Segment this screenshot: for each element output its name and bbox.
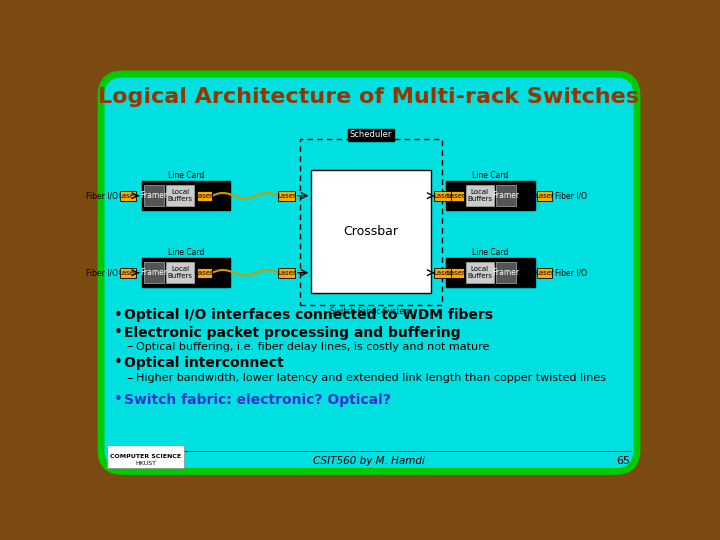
Bar	[496, 185, 516, 206]
Bar	[449, 268, 464, 278]
Text: Laser: Laser	[195, 269, 214, 276]
Text: Line Card: Line Card	[472, 171, 508, 180]
Text: Laser: Laser	[277, 269, 296, 276]
Text: Laser: Laser	[119, 269, 138, 276]
Text: •: •	[113, 392, 122, 407]
Text: Local
Buffers: Local Buffers	[168, 266, 193, 279]
Bar	[466, 262, 494, 284]
Text: Electronic packet processing and buffering: Electronic packet processing and bufferi…	[124, 326, 461, 340]
Text: Laser: Laser	[433, 269, 452, 276]
Bar	[278, 268, 295, 278]
Text: Framer: Framer	[140, 268, 168, 277]
Bar	[537, 268, 552, 278]
Text: Framer: Framer	[492, 191, 520, 200]
Text: Scheduler: Scheduler	[350, 130, 392, 139]
Text: Local
Buffers: Local Buffers	[467, 266, 492, 279]
Text: –: –	[127, 372, 132, 384]
Text: Optical interconnect: Optical interconnect	[124, 356, 284, 370]
Bar	[446, 258, 534, 287]
Text: •: •	[113, 308, 122, 322]
Bar	[311, 170, 431, 294]
Text: •: •	[113, 355, 122, 370]
Bar	[496, 262, 516, 284]
Text: 65: 65	[616, 456, 630, 465]
Text: Local
Buffers: Local Buffers	[467, 189, 492, 202]
Text: Line Card: Line Card	[168, 248, 204, 257]
Text: Fiber I/O: Fiber I/O	[86, 191, 118, 200]
Text: COMPUTER SCIENCE: COMPUTER SCIENCE	[110, 454, 181, 459]
Text: Fiber I/O: Fiber I/O	[86, 268, 118, 277]
Text: Laser: Laser	[446, 193, 465, 199]
Text: Optical I/O interfaces connected to WDM fibers: Optical I/O interfaces connected to WDM …	[124, 308, 493, 322]
Bar	[300, 139, 442, 305]
Text: Switch Fabric System: Switch Fabric System	[330, 307, 412, 316]
Bar	[142, 181, 230, 211]
Bar	[144, 262, 164, 284]
Text: Laser: Laser	[535, 269, 554, 276]
Text: HKUST: HKUST	[135, 461, 156, 466]
Text: Laser: Laser	[119, 193, 138, 199]
Text: Logical Architecture of Multi-rack Switches: Logical Architecture of Multi-rack Switc…	[99, 87, 639, 107]
Text: •: •	[113, 325, 122, 340]
Text: CSIT560 by M. Hamdi: CSIT560 by M. Hamdi	[313, 456, 425, 465]
Text: Framer: Framer	[492, 268, 520, 277]
Bar	[466, 185, 494, 206]
Text: Laser: Laser	[446, 269, 465, 276]
Bar	[434, 191, 451, 201]
Bar	[120, 268, 135, 278]
Text: Laser: Laser	[195, 193, 214, 199]
Bar	[166, 185, 194, 206]
Bar	[142, 258, 230, 287]
Text: –: –	[127, 340, 132, 353]
Bar	[278, 191, 295, 201]
Text: Framer: Framer	[140, 191, 168, 200]
Bar	[120, 191, 135, 201]
Text: Fiber I/O: Fiber I/O	[555, 268, 588, 277]
Text: Laser: Laser	[277, 193, 296, 199]
Bar	[166, 262, 194, 284]
Bar	[446, 181, 534, 211]
Text: Local
Buffers: Local Buffers	[168, 189, 193, 202]
Bar	[107, 445, 184, 468]
Text: Line Card: Line Card	[472, 248, 508, 257]
Bar	[449, 191, 464, 201]
Text: Higher bandwidth, lower latency and extended link length than copper twisted lin: Higher bandwidth, lower latency and exte…	[137, 373, 606, 383]
Text: Switch fabric: electronic? Optical?: Switch fabric: electronic? Optical?	[124, 393, 391, 407]
Bar	[537, 191, 552, 201]
Bar	[434, 268, 451, 278]
Text: Crossbar: Crossbar	[343, 225, 398, 238]
Bar	[197, 268, 212, 278]
Text: Laser: Laser	[433, 193, 452, 199]
Text: Laser: Laser	[535, 193, 554, 199]
FancyBboxPatch shape	[101, 74, 637, 471]
Bar	[144, 185, 164, 206]
Text: Fiber I/O: Fiber I/O	[555, 191, 588, 200]
Bar	[348, 129, 394, 141]
Text: Optical buffering, i.e. fiber delay lines, is costly and not mature: Optical buffering, i.e. fiber delay line…	[137, 342, 490, 352]
Bar	[197, 191, 212, 201]
Text: Line Card: Line Card	[168, 171, 204, 180]
